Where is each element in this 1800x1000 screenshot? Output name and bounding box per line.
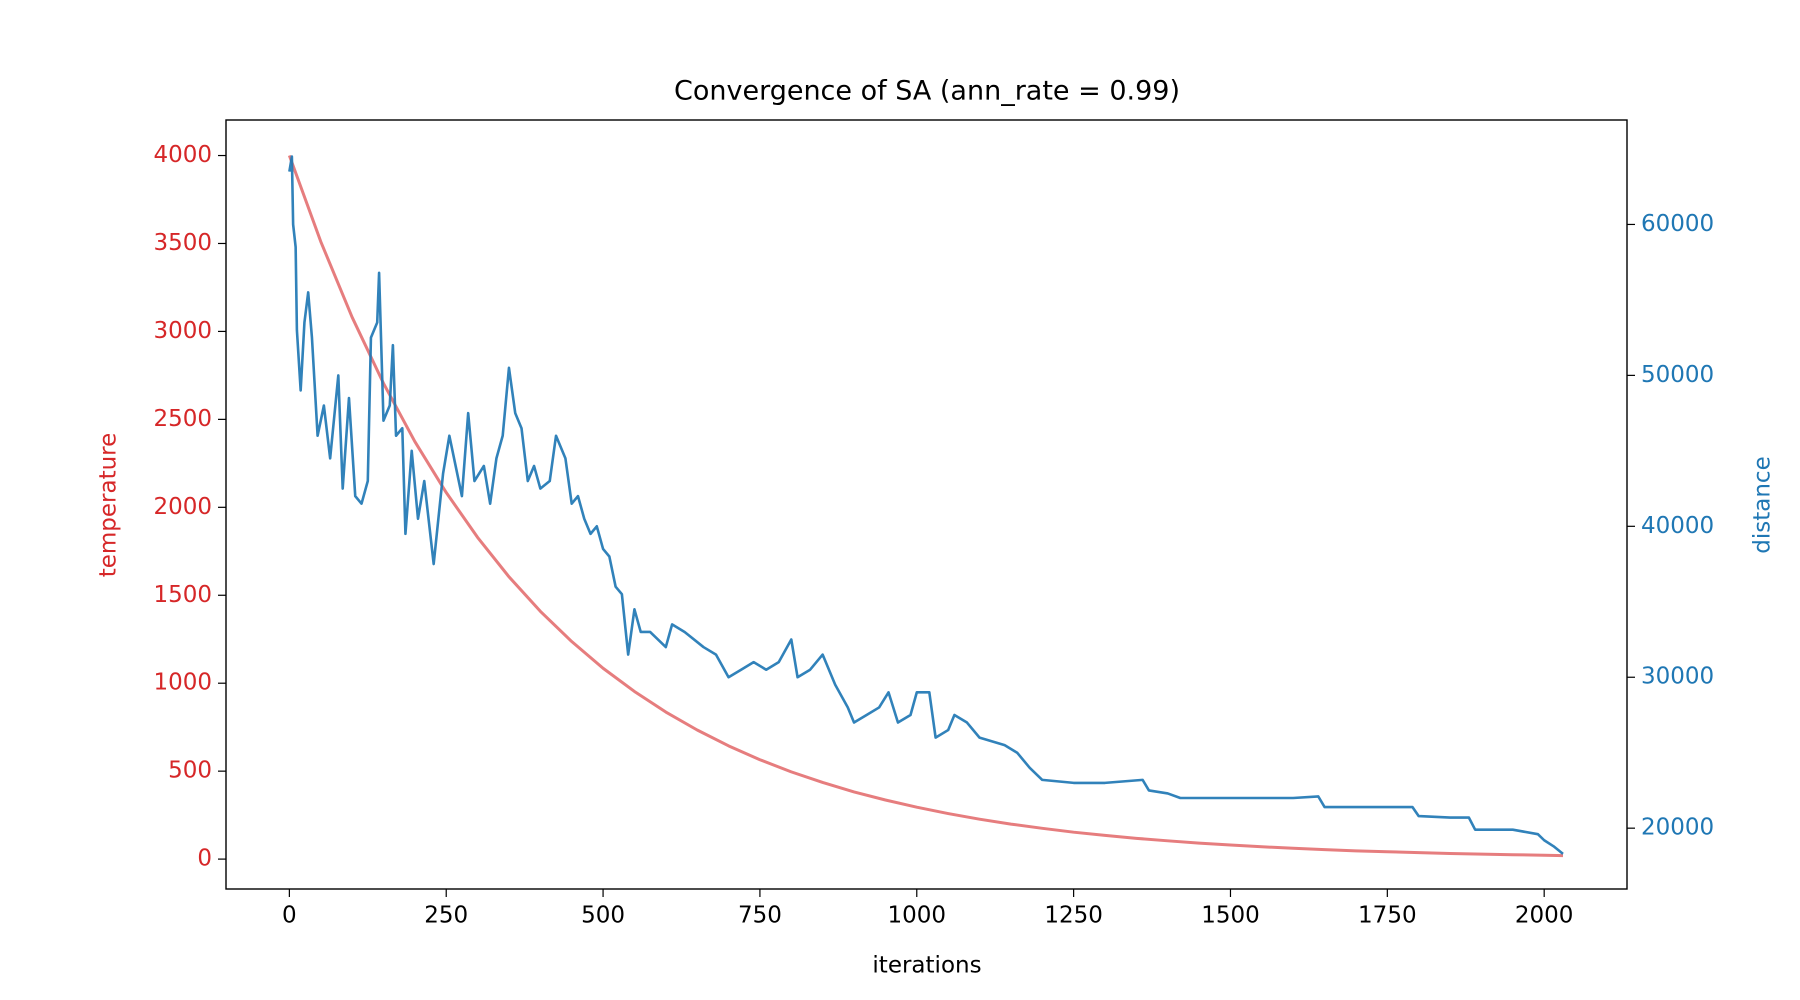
x-tick-label: 1250: [1044, 903, 1103, 929]
y2-tick-label: 30000: [1641, 664, 1714, 690]
y2-tick-label: 50000: [1641, 362, 1714, 388]
y2-tick-label: 60000: [1641, 211, 1714, 237]
x-tick-label: 1500: [1201, 903, 1260, 929]
plot-frame: [225, 119, 1628, 890]
y-tick-label: 4000: [153, 142, 212, 168]
y-tick-label: 500: [168, 758, 212, 784]
chart-title: Convergence of SA (ann_rate = 0.99): [674, 76, 1180, 107]
x-tick-label: 250: [424, 903, 468, 929]
y-tick-label: 1500: [153, 582, 212, 608]
y-tick-label: 3500: [153, 230, 212, 256]
x-tick-label: 1000: [888, 903, 947, 929]
y-tick-label: 2500: [153, 406, 212, 432]
series-line: [287, 155, 1564, 858]
x-tick-label: 500: [581, 903, 625, 929]
y2-axis-label: distance: [1750, 456, 1776, 553]
x-tick-label: 1750: [1358, 903, 1417, 929]
x-tick-label: 0: [282, 903, 297, 929]
y-tick-label: 3000: [153, 318, 212, 344]
y-tick-label: 0: [197, 846, 212, 872]
x-axis-label: iterations: [872, 953, 981, 979]
series-line: [288, 155, 1564, 855]
y2-tick-label: 40000: [1641, 513, 1714, 539]
x-tick-label: 2000: [1515, 903, 1574, 929]
x-tick-label: 750: [738, 903, 782, 929]
y-tick-label: 1000: [153, 670, 212, 696]
y-axis-label: temperature: [96, 433, 122, 578]
y2-tick-label: 20000: [1641, 815, 1714, 841]
y-tick-label: 2000: [153, 494, 212, 520]
